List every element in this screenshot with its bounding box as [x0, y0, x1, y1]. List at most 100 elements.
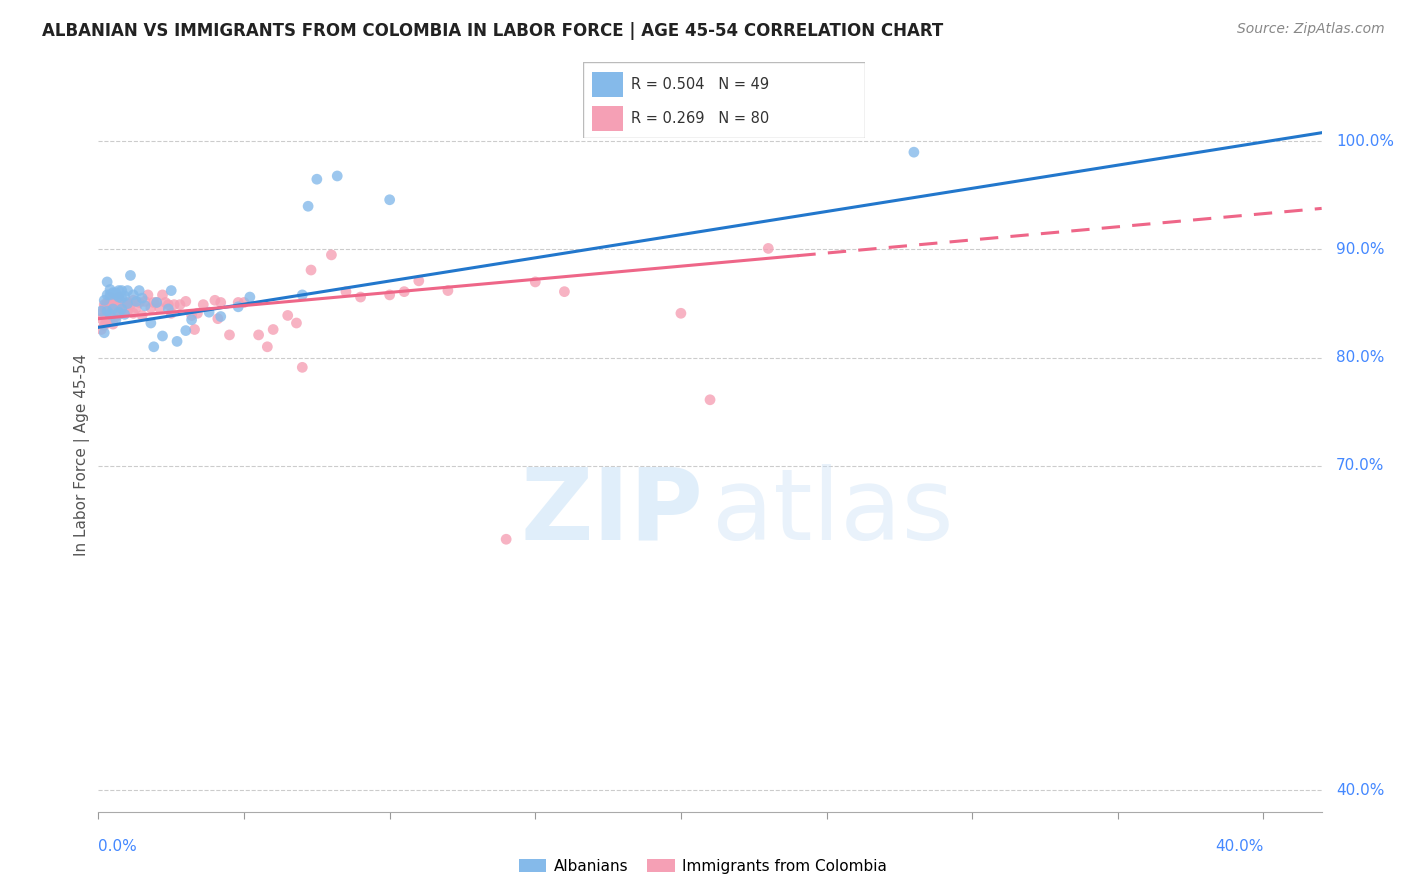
- Point: [193, 298, 215, 312]
- Point: [128, 284, 150, 298]
- Point: [108, 307, 131, 321]
- Point: [96, 300, 118, 314]
- Point: [163, 298, 186, 312]
- Point: [174, 324, 197, 338]
- Point: [101, 301, 124, 316]
- Point: [90, 311, 112, 326]
- Point: [149, 301, 172, 315]
- Point: [166, 334, 188, 349]
- Point: [114, 307, 136, 321]
- Text: 0.0%: 0.0%: [98, 838, 138, 854]
- Point: [98, 312, 121, 326]
- Point: [239, 290, 262, 304]
- Point: [125, 301, 148, 315]
- Point: [131, 309, 153, 323]
- Point: [93, 293, 115, 308]
- Point: [256, 340, 278, 354]
- Point: [98, 307, 121, 321]
- Point: [218, 327, 240, 342]
- Point: [93, 310, 115, 324]
- Point: [378, 193, 401, 207]
- Point: [96, 295, 118, 310]
- Text: Source: ZipAtlas.com: Source: ZipAtlas.com: [1237, 22, 1385, 37]
- Point: [108, 305, 131, 319]
- Point: [157, 298, 180, 312]
- Point: [437, 284, 460, 298]
- Point: [299, 263, 322, 277]
- Point: [90, 306, 112, 320]
- Point: [104, 288, 127, 302]
- Point: [134, 294, 156, 309]
- Legend: Albanians, Immigrants from Colombia: Albanians, Immigrants from Colombia: [513, 853, 893, 880]
- Point: [291, 360, 314, 375]
- Point: [104, 301, 127, 315]
- Point: [111, 291, 134, 305]
- Point: [114, 298, 136, 312]
- Point: [145, 295, 167, 310]
- Point: [98, 283, 121, 297]
- Point: [101, 295, 124, 310]
- Point: [125, 294, 148, 309]
- Point: [111, 301, 134, 316]
- Point: [122, 306, 145, 320]
- Point: [152, 329, 174, 343]
- Point: [247, 327, 270, 342]
- Point: [226, 300, 249, 314]
- Text: R = 0.269   N = 80: R = 0.269 N = 80: [631, 111, 769, 126]
- Point: [321, 248, 343, 262]
- Point: [104, 298, 127, 312]
- Point: [180, 312, 202, 326]
- Point: [93, 301, 115, 315]
- Point: [98, 290, 121, 304]
- Bar: [592, 105, 623, 130]
- Point: [160, 284, 183, 298]
- Point: [96, 316, 118, 330]
- Point: [142, 295, 165, 310]
- Point: [524, 275, 547, 289]
- Point: [152, 288, 174, 302]
- Point: [297, 199, 319, 213]
- Point: [139, 316, 162, 330]
- Point: [157, 301, 180, 316]
- Point: [104, 285, 127, 300]
- Text: atlas: atlas: [711, 464, 953, 560]
- FancyBboxPatch shape: [583, 62, 865, 138]
- Point: [98, 288, 121, 302]
- Point: [136, 288, 159, 302]
- Point: [553, 285, 575, 299]
- Text: ALBANIAN VS IMMIGRANTS FROM COLOMBIA IN LABOR FORCE | AGE 45-54 CORRELATION CHAR: ALBANIAN VS IMMIGRANTS FROM COLOMBIA IN …: [42, 22, 943, 40]
- Text: R = 0.504   N = 49: R = 0.504 N = 49: [631, 77, 769, 92]
- Point: [180, 309, 202, 323]
- Point: [291, 288, 314, 302]
- Text: 90.0%: 90.0%: [1336, 242, 1385, 257]
- Point: [90, 322, 112, 336]
- Point: [117, 304, 139, 318]
- Point: [108, 290, 131, 304]
- Text: 80.0%: 80.0%: [1336, 351, 1385, 365]
- Point: [98, 296, 121, 310]
- Point: [160, 306, 183, 320]
- Point: [186, 306, 208, 320]
- Point: [495, 533, 517, 547]
- Point: [96, 307, 118, 321]
- Point: [120, 268, 142, 283]
- Point: [207, 311, 229, 326]
- Point: [903, 145, 925, 160]
- Text: 40.0%: 40.0%: [1215, 838, 1264, 854]
- Point: [117, 295, 139, 310]
- Text: 70.0%: 70.0%: [1336, 458, 1385, 474]
- Point: [285, 316, 308, 330]
- Point: [108, 284, 131, 298]
- Bar: [592, 71, 623, 96]
- Point: [128, 295, 150, 310]
- Point: [142, 340, 165, 354]
- Point: [122, 293, 145, 308]
- Point: [349, 290, 371, 304]
- Point: [155, 295, 177, 310]
- Point: [209, 310, 232, 324]
- Point: [233, 295, 256, 310]
- Point: [111, 284, 134, 298]
- Text: 100.0%: 100.0%: [1336, 134, 1395, 149]
- Point: [101, 317, 124, 331]
- Text: 40.0%: 40.0%: [1336, 782, 1385, 797]
